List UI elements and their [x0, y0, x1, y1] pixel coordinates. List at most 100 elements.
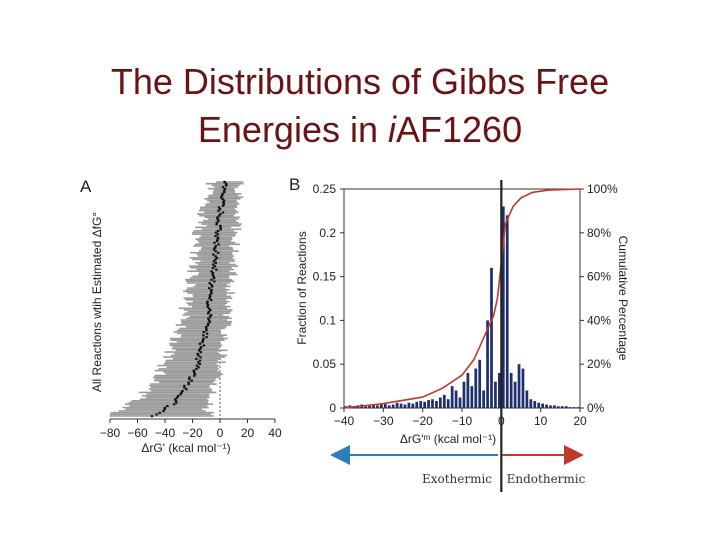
panel-b-bar — [466, 372, 470, 408]
panel-a-point — [215, 256, 219, 259]
panel-b-bar — [403, 404, 407, 408]
panel-a-point — [202, 344, 206, 347]
panel-b-bar — [513, 381, 517, 408]
panel-a-point — [216, 236, 220, 239]
panel-a-point — [207, 322, 210, 325]
panel-b-bar — [454, 390, 458, 408]
panel-a-point — [155, 413, 158, 416]
panel-a-point — [217, 209, 220, 212]
panel-b-bar — [525, 390, 529, 408]
panel-b-bar — [435, 400, 438, 408]
panel-a-point — [214, 254, 217, 258]
panel-a-point — [216, 229, 220, 233]
panel-a-point — [208, 295, 212, 298]
panel-b-y2-tick-label: 0% — [587, 401, 605, 415]
panel-a-point — [214, 244, 217, 248]
panel-b-y2-ticks: 0% 20% 40% 60% 80% 100% — [580, 182, 618, 415]
panel-a-point — [175, 396, 179, 399]
panel-a-point — [211, 266, 215, 270]
panel-a-point — [216, 232, 219, 236]
panel-b-bar — [407, 402, 411, 408]
panel-b-bar — [368, 405, 371, 408]
panel-a-point — [213, 280, 216, 283]
panel-a-point — [150, 414, 154, 418]
panel-a-point — [222, 201, 225, 204]
panel-b-bar — [533, 400, 537, 408]
panel-a-point — [180, 391, 183, 394]
panel-a-point — [216, 238, 219, 241]
panel-a-point — [212, 263, 215, 266]
panel-b-x-tick-label: 10 — [534, 414, 548, 428]
panel-b-bar — [482, 390, 485, 408]
panel-a-point — [206, 305, 209, 308]
panel-b-bar — [521, 368, 525, 408]
panel-b-bar — [564, 406, 568, 408]
panel-b-cumulative-line — [343, 188, 581, 409]
panel-b-x-tick-label: 0 — [498, 414, 505, 428]
panel-a-point — [212, 275, 215, 278]
panel-a-point — [216, 216, 219, 219]
panel-b-bar — [501, 206, 505, 408]
panel-b-bar — [572, 407, 576, 408]
panel-a-point — [193, 372, 197, 376]
panel-a-point — [210, 291, 213, 295]
panel-b-x-tick-label: −10 — [452, 414, 473, 428]
panel-a-point — [217, 243, 220, 246]
panel-a-point — [158, 411, 161, 414]
panel-a: A −80 −60 −40 −20 0 20 40 ΔrG' (kcal mol⁻¹) Al… — [80, 177, 282, 455]
panel-a-point — [192, 369, 196, 372]
panel-a-point — [210, 270, 213, 273]
panel-a-point — [207, 307, 211, 310]
panel-a-tick-label: −40 — [155, 426, 176, 440]
panel-a-ylabel: All Reactions wtih Estimated ΔfG° — [90, 212, 104, 392]
panel-b-bar — [505, 215, 509, 408]
panel-b-bar — [387, 405, 391, 408]
panel-a-point — [224, 182, 228, 185]
panel-a-point — [216, 217, 220, 221]
panel-a-point — [199, 350, 203, 354]
panel-b-bar — [529, 399, 533, 408]
panel-b-ylabel: Fraction of Reactions — [295, 231, 309, 344]
panel-b-bar — [478, 359, 482, 408]
panel-a-point — [198, 342, 202, 345]
panel-a-point — [218, 207, 222, 211]
panel-a-point — [214, 231, 218, 234]
panel-b-y2-tick-label: 60% — [587, 270, 611, 284]
panel-a-point — [217, 219, 220, 222]
panel-b-bar — [415, 401, 419, 408]
panel-b-bar — [576, 407, 580, 408]
title-line-2-suffix: AF1260 — [396, 109, 523, 150]
panel-a-point — [192, 371, 196, 374]
panel-b-bar — [509, 372, 513, 408]
panel-a-point — [183, 386, 186, 389]
panel-a-point — [185, 387, 188, 391]
panel-b-bar — [470, 386, 474, 408]
panel-a-point — [163, 406, 167, 409]
panel-b-bar — [431, 399, 434, 408]
panel-a-point — [210, 278, 213, 281]
panel-b-y-tick-label: 0.1 — [319, 313, 336, 327]
panel-b-y-tick-label: 0.15 — [313, 270, 337, 284]
panel-a-point — [221, 211, 225, 214]
panel-a-point — [207, 317, 210, 320]
panel-b-letter: B — [289, 175, 300, 194]
panel-a-point — [214, 258, 217, 261]
panel-a-point — [206, 303, 210, 307]
slide-title: The Distributions of Gibbs Free Energies… — [0, 58, 720, 154]
panel-a-point — [175, 401, 178, 404]
panel-a-point — [183, 384, 186, 387]
panel-b-bar — [462, 381, 466, 408]
panel-a-point — [197, 360, 200, 364]
panel-a-point — [214, 249, 217, 253]
endothermic-label: Endothermic — [507, 472, 586, 486]
panel-a-point — [197, 349, 201, 352]
panel-a-point — [214, 261, 217, 265]
panel-b-bar — [541, 403, 544, 408]
panel-b-x-tick-label: −20 — [412, 414, 433, 428]
panel-b-x-ticks: −40 −30 −20 −10 0 10 20 — [334, 408, 587, 428]
panel-b-bar — [486, 320, 489, 408]
panel-a-point — [215, 239, 219, 243]
panel-a-point — [202, 330, 205, 334]
panel-a-point — [216, 251, 220, 254]
title-line-1: The Distributions of Gibbs Free — [110, 61, 610, 102]
